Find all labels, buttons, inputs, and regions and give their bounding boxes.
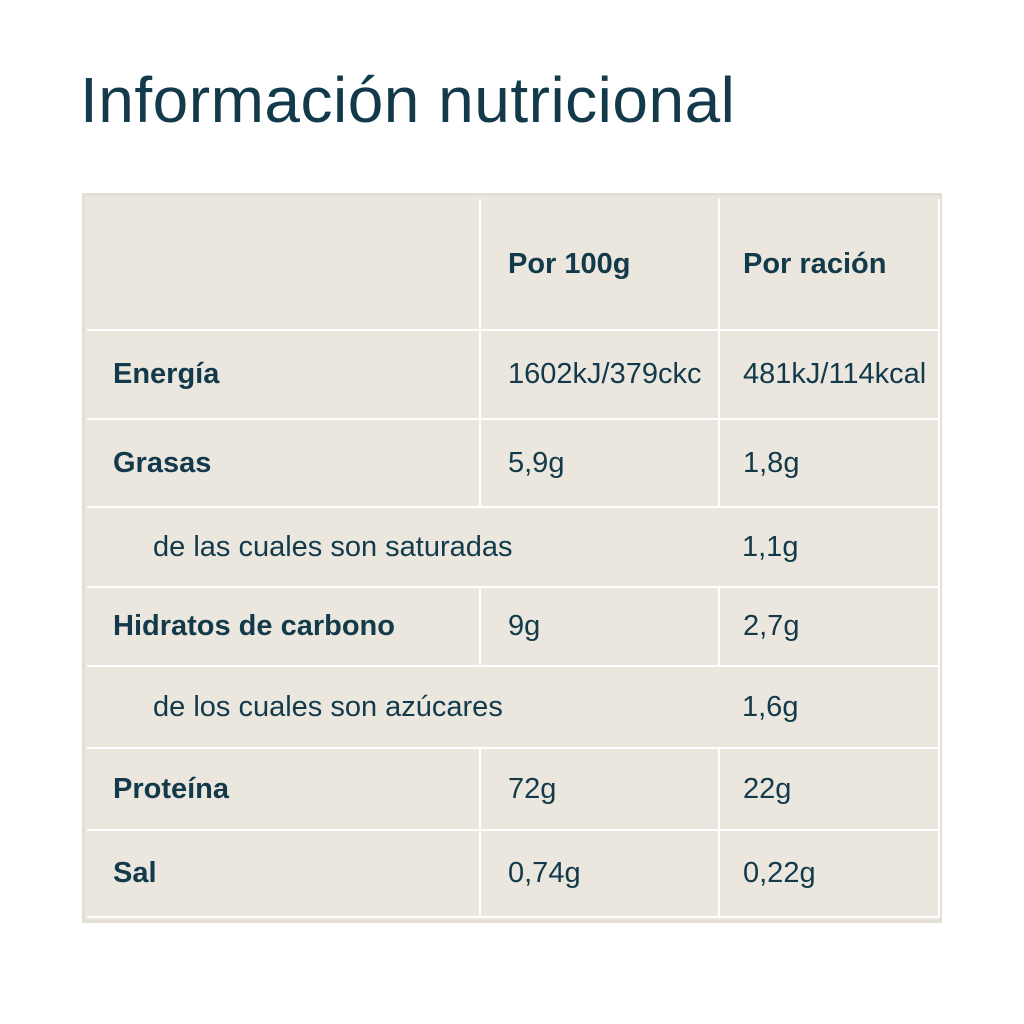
table-row: Grasas 5,9g 1,8g — [87, 419, 940, 508]
row-per-100g: 0,74g — [480, 830, 720, 918]
header-per-100g: Por 100g — [480, 199, 720, 331]
row-per-100g: 9g — [480, 587, 720, 667]
row-per-serving: 1,8g — [719, 419, 940, 508]
row-label: Grasas — [87, 419, 481, 508]
header-per-serving: Por ración — [719, 199, 940, 331]
table-row: Hidratos de carbono 9g 2,7g — [87, 587, 940, 667]
row-per-serving: 0,22g — [719, 830, 940, 918]
row-label: de los cuales son azúcares — [87, 666, 719, 749]
row-per-serving: 481kJ/114kcal — [719, 330, 940, 420]
table-row: Energía 1602kJ/379ckc 481kJ/114kcal — [87, 330, 940, 420]
row-label: Hidratos de carbono — [87, 587, 481, 667]
table-row: de las cuales son saturadas 1,1g — [87, 507, 940, 588]
page-title: Información nutricional — [80, 64, 736, 136]
row-label: de las cuales son saturadas — [87, 507, 719, 588]
header-label-cell — [87, 199, 481, 331]
header-row: Por 100g Por ración — [87, 199, 940, 331]
table-row: de los cuales son azúcares 1,6g — [87, 666, 940, 749]
row-per-serving: 1,1g — [719, 507, 940, 588]
row-per-serving: 22g — [719, 748, 940, 831]
row-label: Sal — [87, 830, 481, 918]
row-per-100g: 72g — [480, 748, 720, 831]
nutrition-table: Por 100g Por ración Energía 1602kJ/379ck… — [82, 193, 942, 923]
row-label: Proteína — [87, 748, 481, 831]
row-per-100g: 5,9g — [480, 419, 720, 508]
table-row: Proteína 72g 22g — [87, 748, 940, 831]
row-per-serving: 2,7g — [719, 587, 940, 667]
row-label: Energía — [87, 330, 481, 420]
row-per-100g: 1602kJ/379ckc — [480, 330, 720, 420]
table-row: Sal 0,74g 0,22g — [87, 830, 940, 918]
nutrition-grid: Por 100g Por ración Energía 1602kJ/379ck… — [87, 199, 940, 918]
row-per-serving: 1,6g — [719, 666, 940, 749]
